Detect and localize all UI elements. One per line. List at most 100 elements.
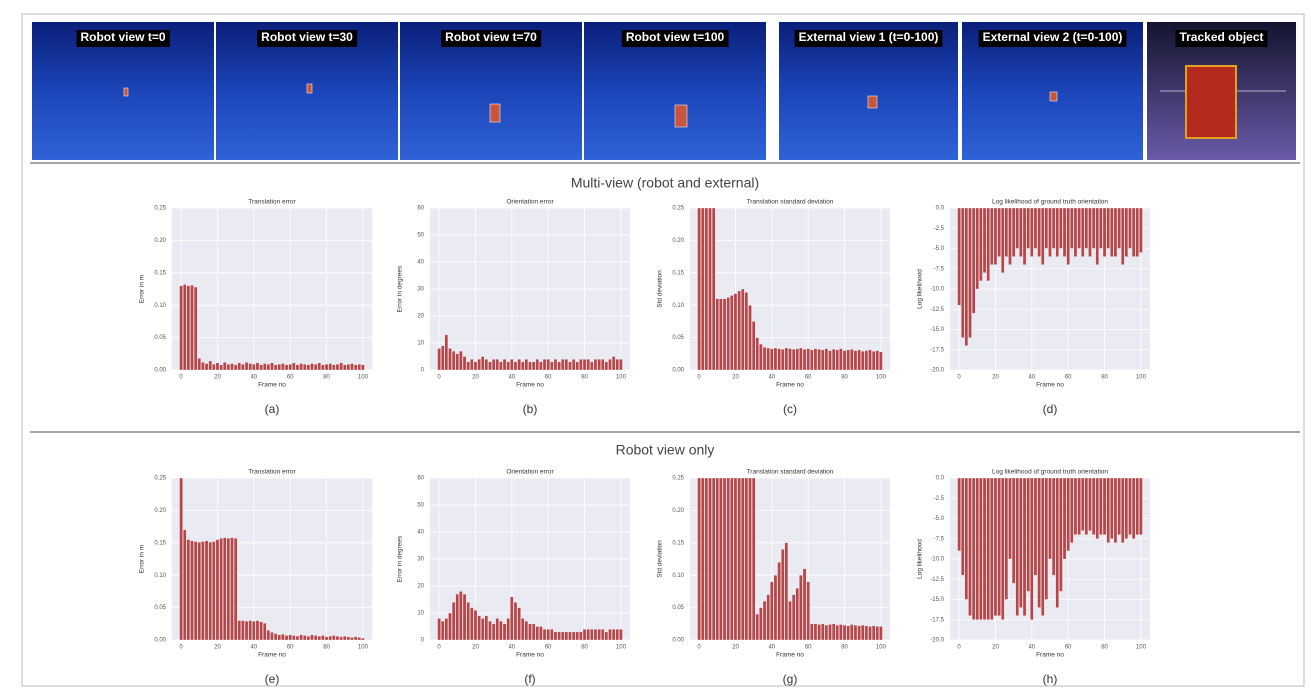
bar xyxy=(306,364,311,371)
y-tick-label: 0.05 xyxy=(672,335,684,341)
bar xyxy=(313,635,318,641)
caption: (e) xyxy=(265,672,280,686)
bar xyxy=(190,540,194,641)
bar xyxy=(328,363,332,371)
bar xyxy=(459,350,463,371)
bar xyxy=(964,207,969,346)
bar xyxy=(484,615,489,641)
bar xyxy=(444,618,449,641)
y-tick-label: 0.20 xyxy=(672,238,684,244)
y-axis-label: Std deviation xyxy=(657,270,664,308)
bar xyxy=(448,612,452,641)
bar xyxy=(871,351,876,371)
chart-title: Orientation error xyxy=(506,469,554,476)
bar xyxy=(557,631,561,641)
bar xyxy=(853,350,858,371)
bar xyxy=(971,207,976,314)
bar xyxy=(1062,477,1067,560)
bar xyxy=(1026,477,1030,592)
bar xyxy=(252,621,256,641)
bar xyxy=(437,348,441,371)
bar xyxy=(1110,477,1114,539)
bar xyxy=(346,636,351,641)
bar xyxy=(1041,207,1045,265)
bar xyxy=(303,364,307,371)
bar xyxy=(332,635,336,641)
x-tick-label: 60 xyxy=(287,645,294,651)
bar xyxy=(473,610,478,641)
bar xyxy=(604,361,609,371)
bar xyxy=(593,359,598,371)
y-tick-label: -17.5 xyxy=(930,617,944,623)
bar xyxy=(601,359,605,371)
bar xyxy=(466,361,470,371)
object xyxy=(867,95,878,109)
bar xyxy=(441,345,445,371)
bar xyxy=(839,348,843,371)
object xyxy=(1185,65,1237,139)
bar xyxy=(266,364,271,371)
bar xyxy=(817,624,821,641)
bar xyxy=(590,361,594,371)
bar xyxy=(201,541,205,641)
bar xyxy=(1084,477,1089,535)
bar xyxy=(321,364,325,371)
bar xyxy=(1044,477,1049,600)
bar xyxy=(1059,477,1063,592)
bar xyxy=(982,477,987,620)
x-tick-label: 40 xyxy=(250,645,257,651)
bar xyxy=(708,207,712,371)
bar xyxy=(473,361,478,371)
bar xyxy=(553,359,558,371)
x-tick-label: 0 xyxy=(957,375,961,381)
x-tick-label: 80 xyxy=(323,645,330,651)
bar xyxy=(1022,477,1027,616)
bar xyxy=(759,343,763,371)
bar xyxy=(462,356,467,371)
bar xyxy=(281,363,285,371)
y-tick-label: 0 xyxy=(421,368,425,374)
bar xyxy=(1135,207,1139,257)
bar xyxy=(730,295,734,371)
label-bg xyxy=(1175,30,1268,47)
bar xyxy=(531,361,536,371)
bar xyxy=(1011,477,1016,584)
bar xyxy=(248,620,252,641)
bar xyxy=(1008,207,1012,265)
bar xyxy=(961,207,965,338)
bar xyxy=(524,620,529,641)
object xyxy=(674,104,688,128)
chart-title: Translation standard deviation xyxy=(747,199,834,206)
x-tick-label: 60 xyxy=(545,375,552,381)
bar xyxy=(553,631,558,641)
label-bg xyxy=(76,30,170,47)
bar xyxy=(208,542,212,641)
bar xyxy=(1001,477,1005,620)
bar xyxy=(748,477,752,641)
bar xyxy=(975,477,979,620)
bar xyxy=(733,293,738,371)
x-axis-label: Frame no xyxy=(776,382,804,389)
bar xyxy=(831,623,836,641)
bar xyxy=(1015,207,1019,249)
y-tick-label: 0.25 xyxy=(672,206,684,212)
bar xyxy=(1084,207,1089,249)
label-bg xyxy=(794,30,943,47)
bar xyxy=(744,292,749,371)
bar xyxy=(784,542,789,641)
bar xyxy=(802,349,807,371)
y-tick-label: 0.10 xyxy=(672,573,684,579)
bar xyxy=(241,364,245,371)
bar xyxy=(993,207,998,265)
bar xyxy=(1088,477,1092,531)
y-tick-label: 0.25 xyxy=(154,206,166,212)
y-tick-label: 0.05 xyxy=(672,605,684,611)
x-axis-label: Frame no xyxy=(516,382,544,389)
y-tick-label: 0.10 xyxy=(672,303,684,309)
y-tick-label: 0.15 xyxy=(154,540,166,546)
x-tick-label: 0 xyxy=(697,375,701,381)
x-tick-label: 80 xyxy=(841,375,848,381)
bar xyxy=(241,620,245,641)
bar xyxy=(1128,477,1132,535)
x-axis-label: Frame no xyxy=(1036,652,1064,659)
